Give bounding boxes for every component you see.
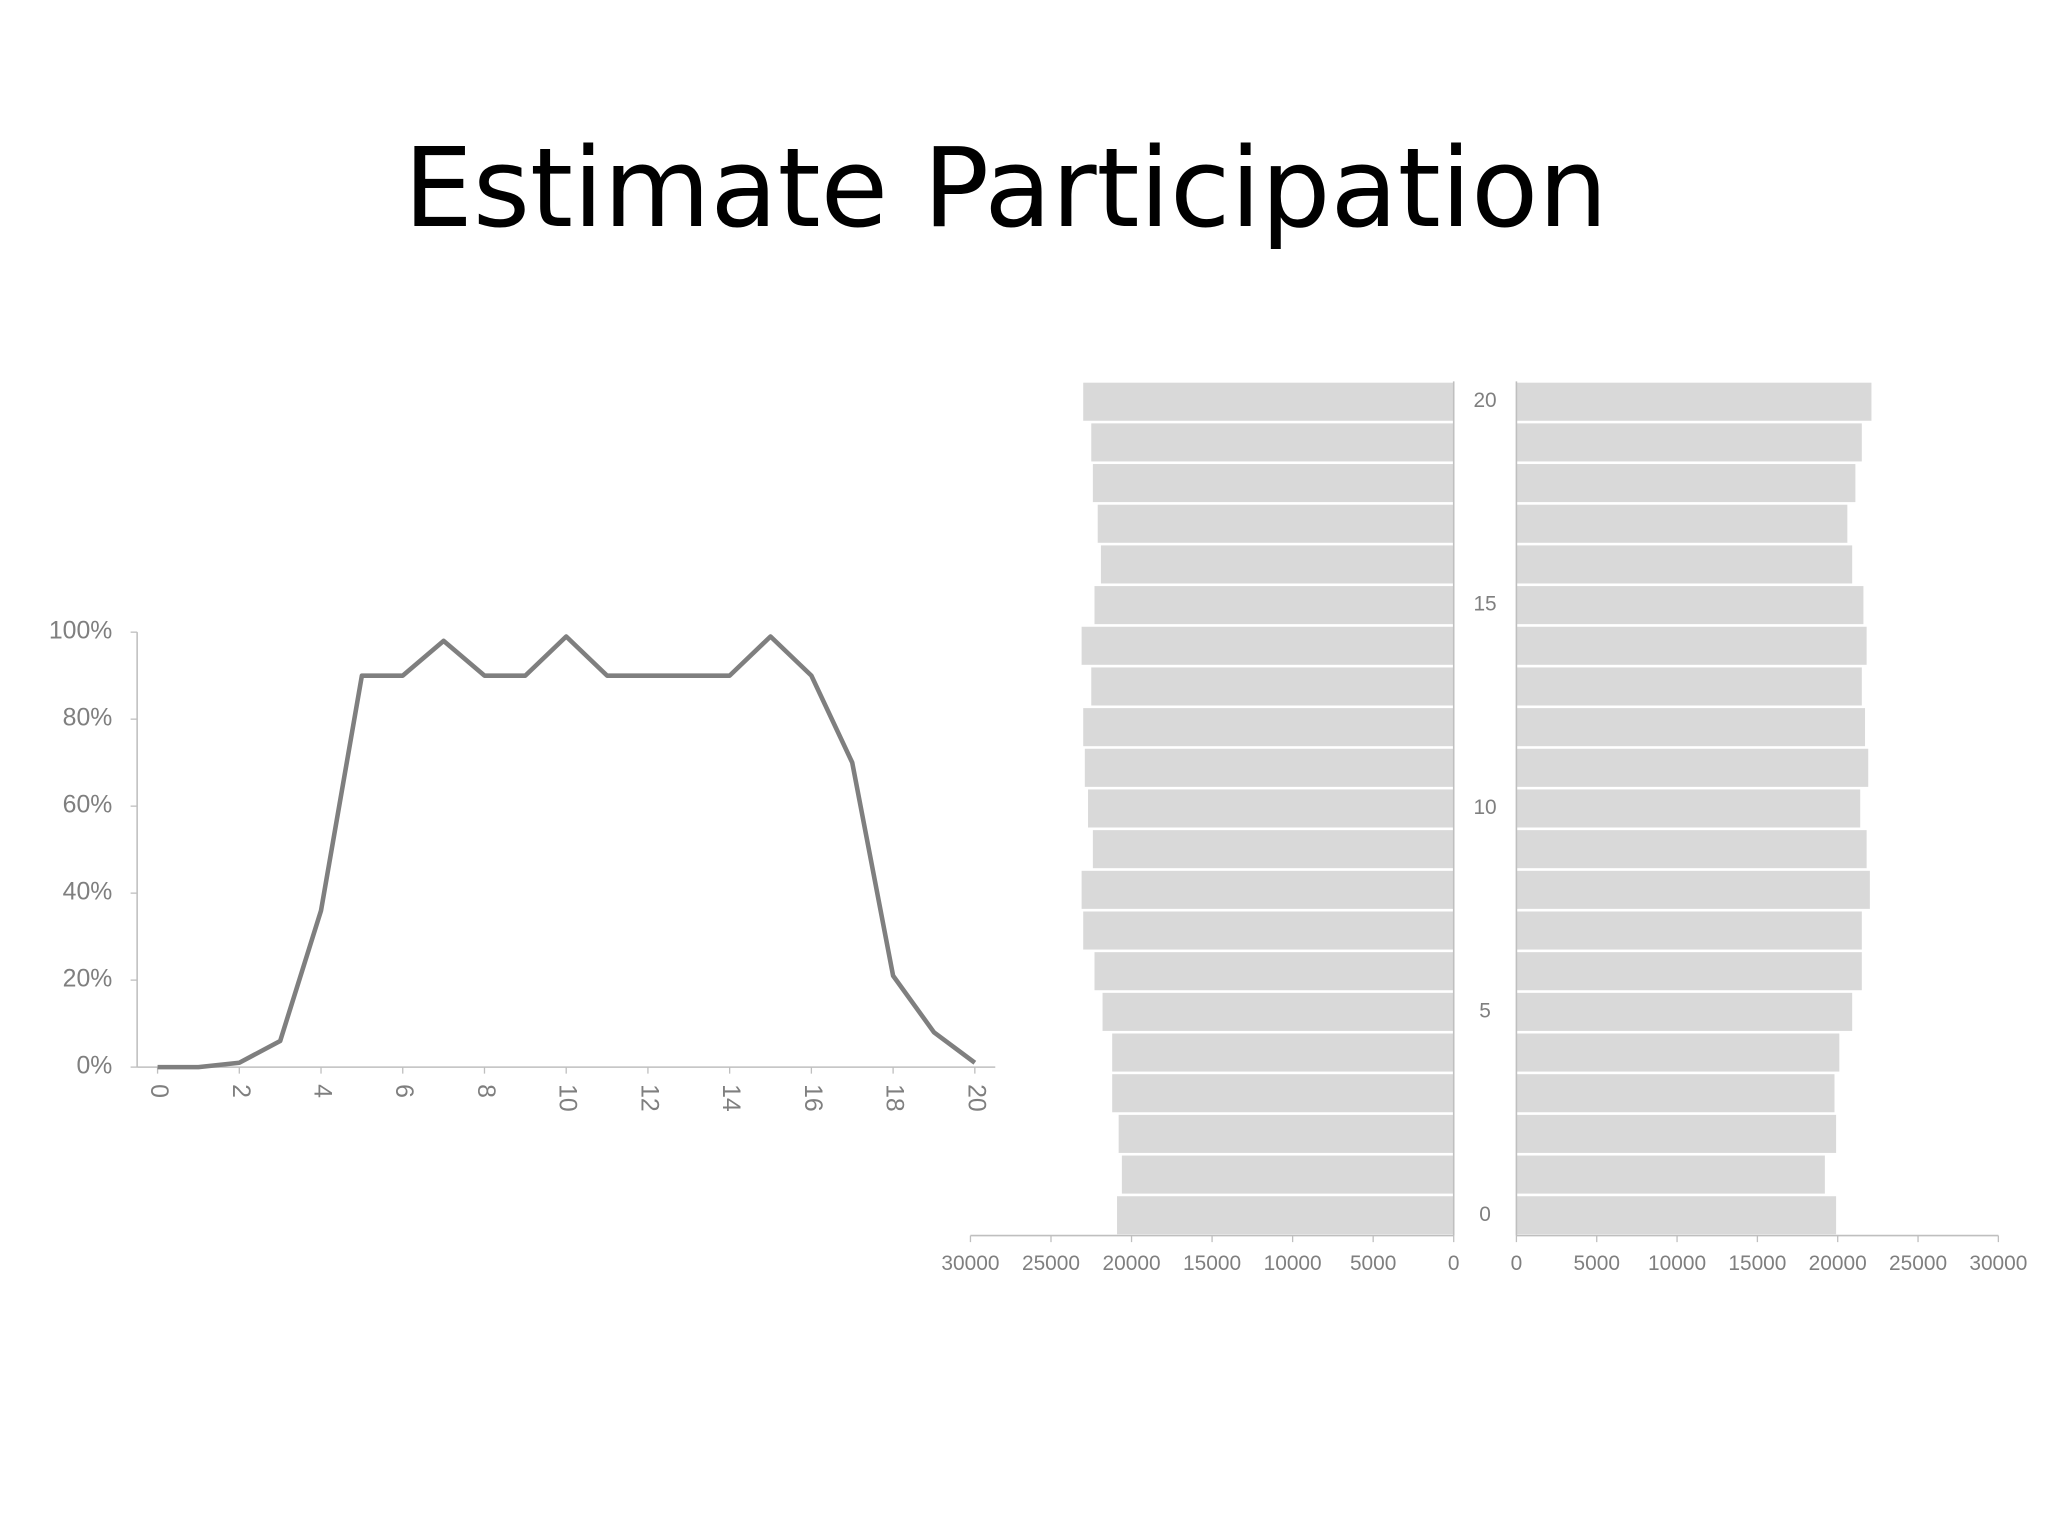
x-tick-label: 8 — [472, 1084, 499, 1098]
x-tick-label: 18 — [881, 1084, 908, 1112]
bar — [1516, 789, 1861, 828]
x-tick-label: 0 — [1448, 1252, 1460, 1275]
bar — [1516, 667, 1862, 706]
bar — [1081, 626, 1454, 665]
bar — [1516, 1155, 1825, 1194]
x-tick-label: 10000 — [1264, 1252, 1322, 1275]
bar — [1516, 423, 1862, 462]
x-tick-label: 10000 — [1648, 1252, 1706, 1275]
x-tick-label: 15000 — [1728, 1252, 1786, 1275]
bar — [1083, 708, 1454, 747]
category-label: 15 — [1473, 593, 1496, 616]
x-tick-label: 4 — [308, 1084, 335, 1098]
bar — [1088, 789, 1454, 828]
category-label: 10 — [1473, 796, 1496, 819]
bar — [1516, 992, 1853, 1031]
x-tick-label: 12 — [635, 1084, 662, 1112]
bar — [1092, 830, 1454, 869]
x-tick-label: 5000 — [1574, 1252, 1620, 1275]
bar — [1516, 464, 1856, 503]
bar — [1092, 464, 1454, 503]
bar — [1516, 1114, 1837, 1153]
x-tick-label: 10 — [554, 1084, 581, 1112]
bar — [1516, 382, 1872, 421]
bar — [1112, 1033, 1454, 1072]
bar — [1091, 423, 1454, 462]
category-label: 20 — [1473, 389, 1496, 412]
y-tick-label: 40% — [63, 879, 113, 906]
x-tick-label: 15000 — [1183, 1252, 1241, 1275]
bar — [1121, 1155, 1454, 1194]
bar — [1112, 1074, 1454, 1113]
x-tick-label: 20 — [962, 1084, 989, 1112]
x-tick-label: 0 — [145, 1084, 172, 1098]
category-label: 5 — [1479, 999, 1491, 1022]
bar — [1516, 830, 1867, 869]
bar — [1516, 748, 1869, 787]
bar — [1083, 382, 1454, 421]
x-tick-label: 20000 — [1103, 1252, 1161, 1275]
y-tick-label: 100% — [49, 618, 112, 645]
x-tick-label: 14 — [717, 1084, 744, 1112]
bar — [1083, 911, 1454, 950]
x-tick-label: 30000 — [941, 1252, 999, 1275]
x-tick-label: 16 — [799, 1084, 826, 1112]
bar — [1516, 626, 1867, 665]
x-tick-label: 30000 — [1969, 1252, 2027, 1275]
bar — [1117, 1196, 1454, 1235]
bar — [1516, 708, 1866, 747]
slide-title: Estimate Participation — [404, 124, 1608, 252]
bar — [1516, 504, 1848, 543]
y-tick-label: 20% — [63, 966, 113, 993]
bar — [1102, 992, 1454, 1031]
x-tick-label: 6 — [390, 1084, 417, 1098]
x-tick-label: 0 — [1511, 1252, 1523, 1275]
bar — [1516, 870, 1870, 909]
y-tick-label: 60% — [63, 792, 113, 819]
bar — [1516, 545, 1853, 584]
bar — [1516, 1196, 1837, 1235]
category-label: 0 — [1479, 1203, 1491, 1226]
bar — [1516, 911, 1862, 950]
y-tick-label: 80% — [63, 705, 113, 732]
x-tick-label: 25000 — [1022, 1252, 1080, 1275]
bar — [1081, 870, 1454, 909]
x-tick-label: 20000 — [1809, 1252, 1867, 1275]
x-tick-label: 25000 — [1889, 1252, 1947, 1275]
bar — [1094, 952, 1454, 991]
bar — [1516, 1033, 1840, 1072]
bar — [1084, 748, 1454, 787]
x-tick-label: 2 — [227, 1084, 254, 1098]
bar — [1094, 586, 1454, 625]
bar — [1100, 545, 1454, 584]
line-series — [157, 634, 977, 1070]
x-tick-label: 5000 — [1350, 1252, 1396, 1275]
bar — [1516, 1074, 1835, 1113]
y-tick-label: 0% — [76, 1053, 112, 1080]
bar — [1097, 504, 1454, 543]
bar — [1516, 586, 1864, 625]
bar — [1516, 952, 1862, 991]
bar — [1091, 667, 1454, 706]
bar — [1118, 1114, 1454, 1153]
